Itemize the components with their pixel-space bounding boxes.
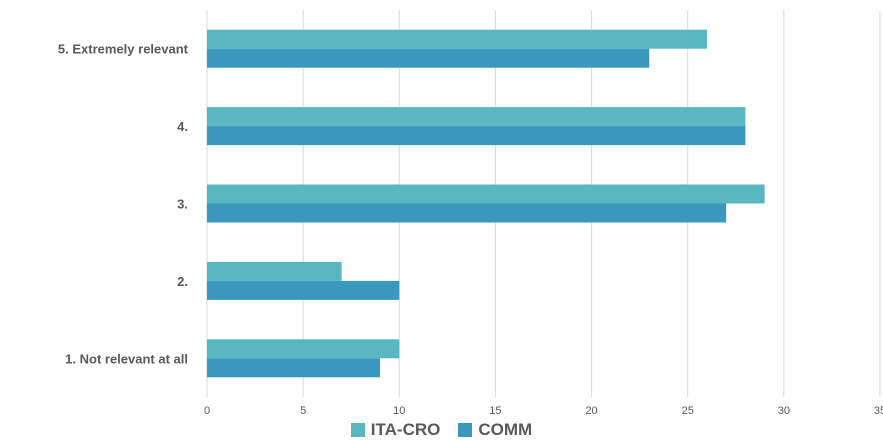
bar-comm-cat-2: [207, 280, 400, 300]
legend-swatch-comm: [458, 423, 473, 437]
bar-ita-cro-cat-3: [207, 184, 765, 204]
legend-item-ita-cro: ITA-CRO: [350, 420, 441, 440]
category-labels: 1. Not relevant at all 2. 3. 4. 5. Extremely…: [58, 42, 189, 367]
category-label-5: 5. Extremely relevant: [58, 42, 189, 57]
legend-label-comm: COMM: [478, 420, 533, 439]
x-tick-label-15: 15: [489, 405, 501, 417]
legend: ITA-CRO COMM: [0, 419, 883, 441]
x-tick-label-30: 30: [778, 405, 790, 417]
bar-ita-cro-cat-5: [207, 29, 707, 49]
bar-ita-cro-cat-4: [207, 107, 746, 127]
bar-ita-cro-cat-2: [207, 261, 342, 281]
x-tick-label-25: 25: [682, 405, 694, 417]
legend-swatch-ita-cro: [350, 423, 365, 437]
x-tick-label-0: 0: [204, 405, 210, 417]
bar-ita-cro-cat-1: [207, 339, 400, 359]
legend-label-ita-cro: ITA-CRO: [370, 420, 441, 439]
bar-comm-cat-5: [207, 48, 650, 68]
bar-comm-cat-3: [207, 203, 727, 223]
x-tick-label-20: 20: [585, 405, 597, 417]
bar-comm-cat-4: [207, 126, 746, 146]
x-tick-label-35: 35: [874, 405, 883, 417]
category-label-2: 2.: [177, 274, 188, 289]
category-label-1: 1. Not relevant at all: [65, 351, 188, 366]
x-tick-label-10: 10: [393, 405, 405, 417]
x-axis-tick-labels: 0 5 10 15 20 25 30 35: [204, 405, 883, 417]
x-tick-label-5: 5: [300, 405, 306, 417]
category-label-4: 4.: [177, 119, 188, 134]
bars: [207, 29, 765, 378]
legend-item-comm: COMM: [458, 420, 532, 440]
bar-comm-cat-1: [207, 358, 381, 378]
category-label-3: 3.: [177, 197, 188, 212]
